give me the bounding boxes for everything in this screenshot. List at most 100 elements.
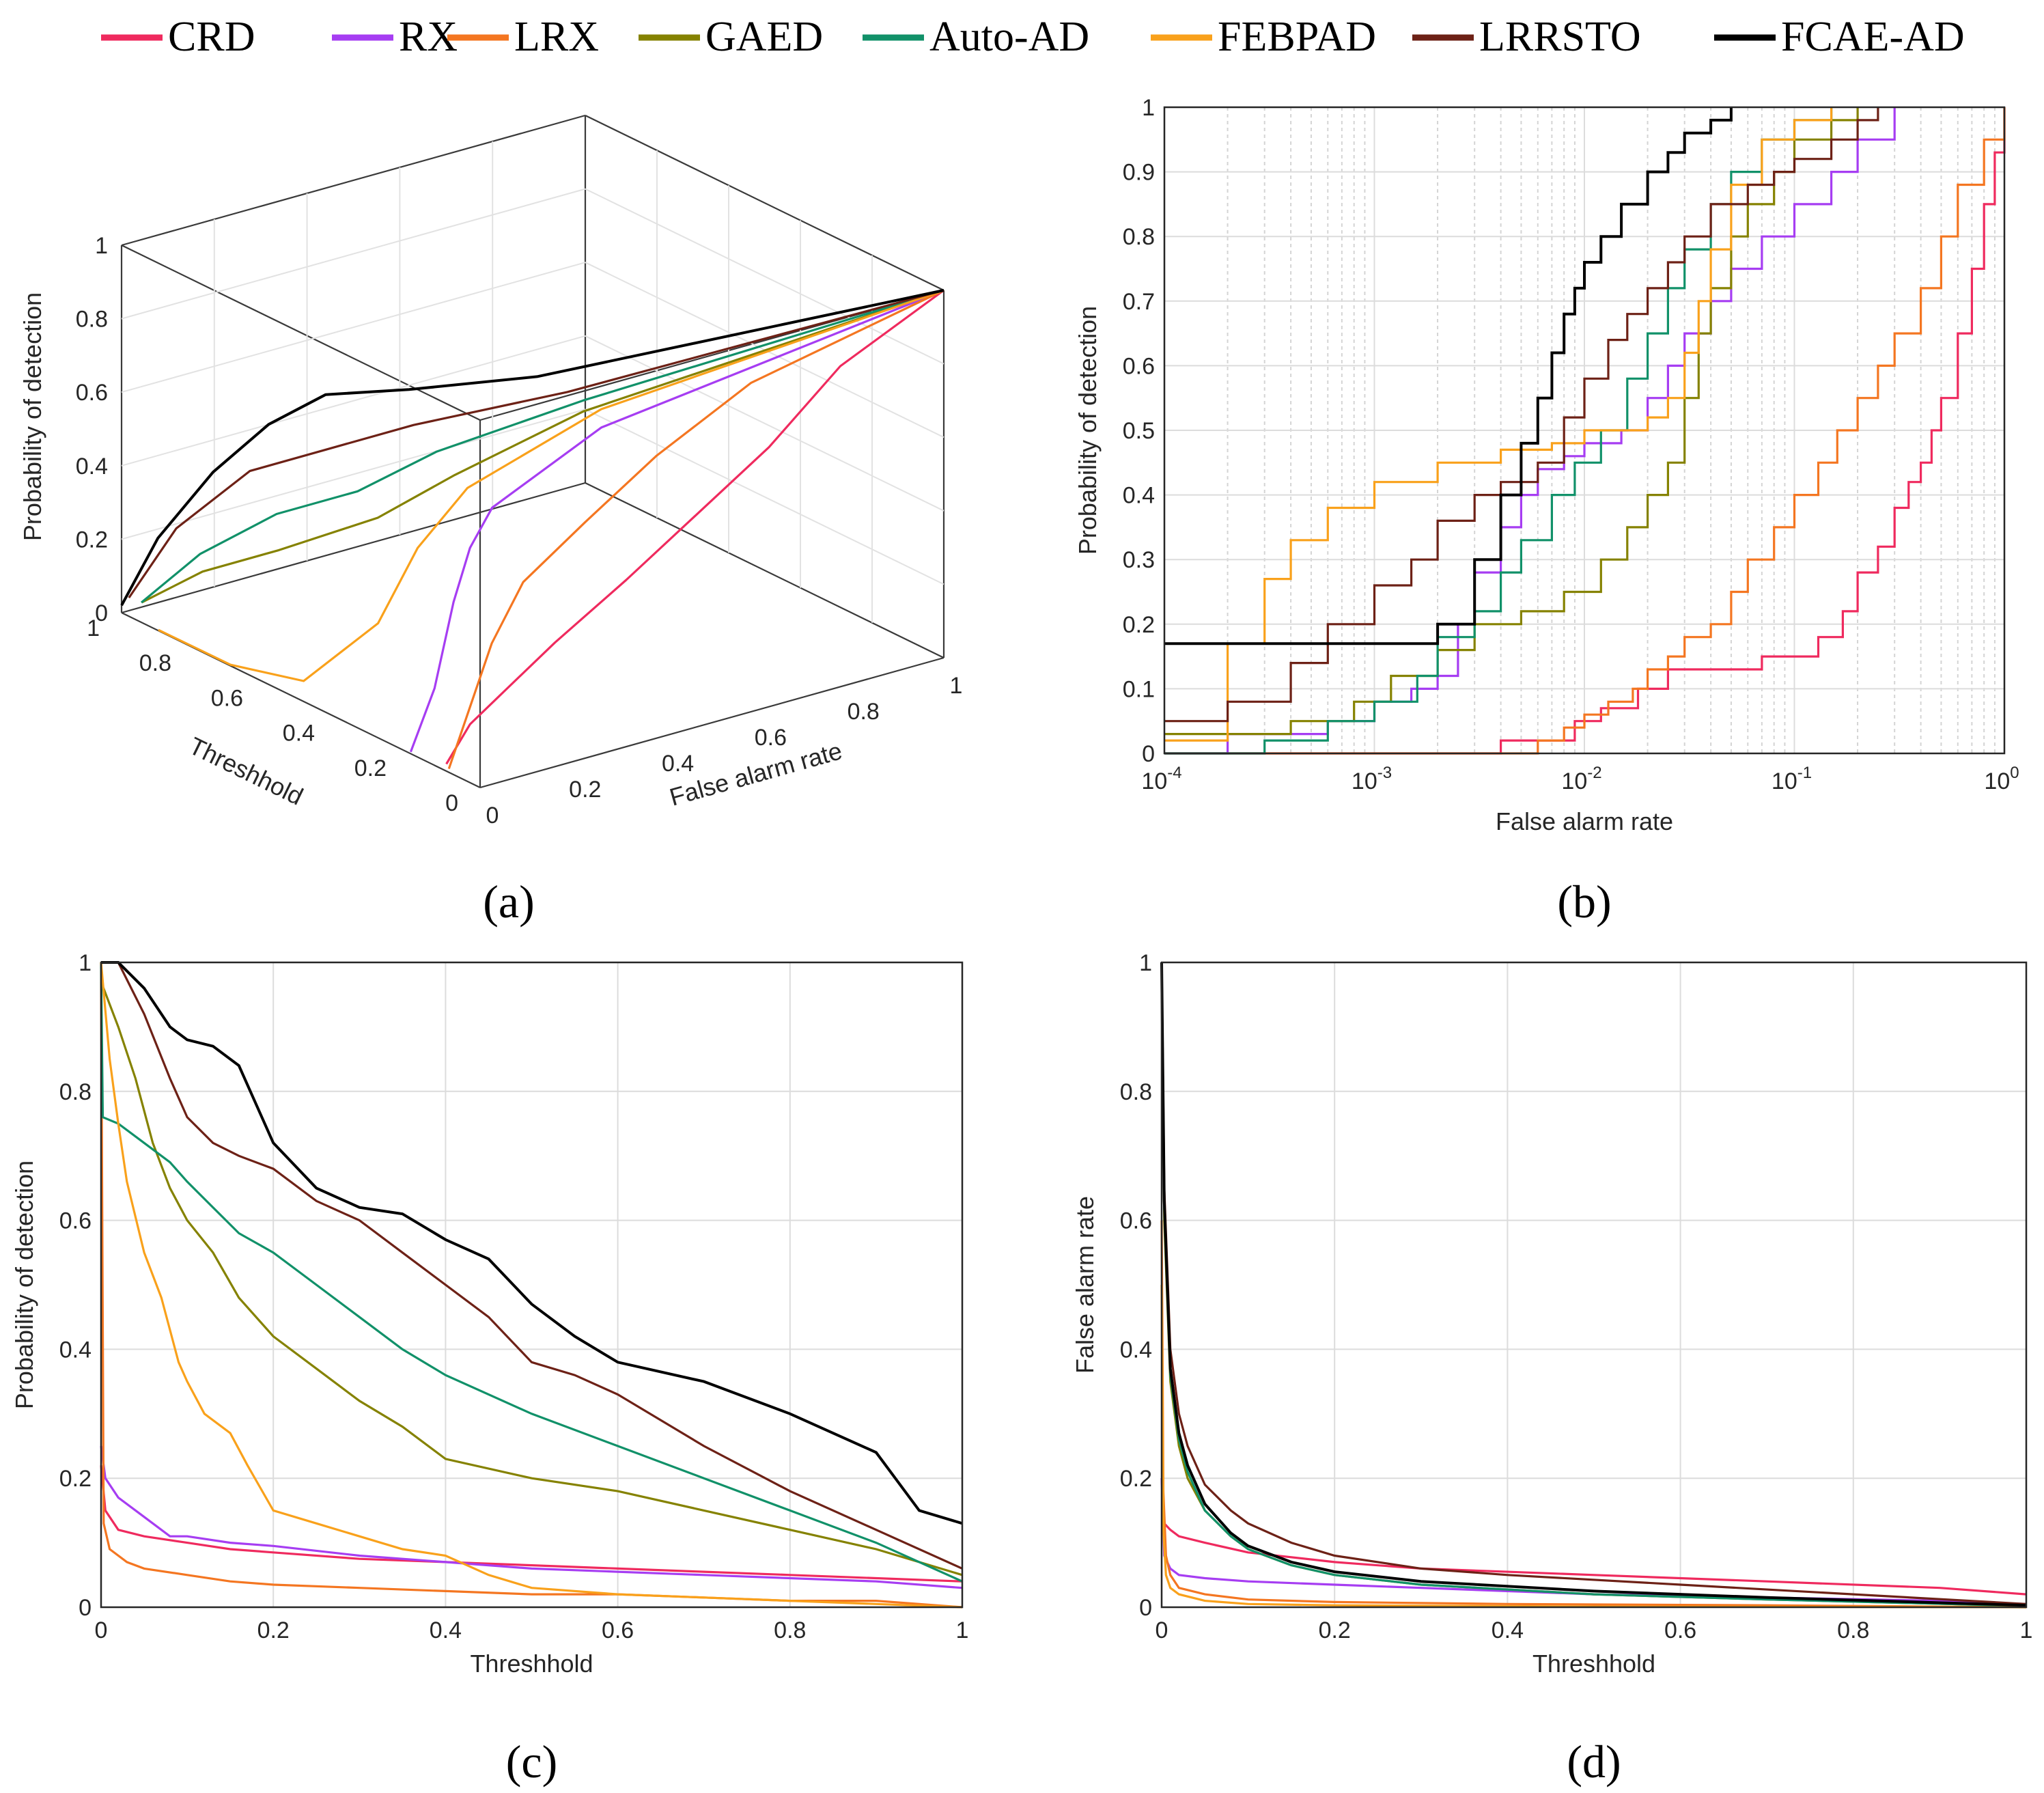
y-tick-label: 0.2 <box>354 755 387 781</box>
series-line-lrx <box>1160 1220 2027 1609</box>
y-tick-label: 1 <box>1142 95 1155 121</box>
panel-label: (d) <box>1567 1736 1621 1788</box>
x-tick-label: 0.8 <box>1837 1617 1869 1643</box>
z-tick-label: 0 <box>95 600 108 626</box>
legend-label-crd: CRD <box>168 14 255 60</box>
gridline <box>121 408 586 540</box>
y-tick-label: 0.4 <box>59 1337 92 1363</box>
legend-label-lrrsto: LRRSTO <box>1479 14 1641 60</box>
y-tick-label: 0.9 <box>1123 160 1155 186</box>
x-tick-label: 0.2 <box>569 777 601 803</box>
series-line-febpad <box>158 289 944 682</box>
panel-label: (a) <box>483 876 534 928</box>
series-line-crd <box>1160 1478 2027 1596</box>
y-tick-label: 0.4 <box>1120 1337 1152 1363</box>
legend-label-auto-ad: Auto-AD <box>929 14 1089 60</box>
series-line-rx <box>409 289 944 753</box>
x-tick-label: 1 <box>950 673 963 699</box>
y-tick-label: 1 <box>79 950 92 976</box>
panel-d: 0 0.2 0.4 0.6 0.8 1 0 0.2 0.4 0.6 0.8 1 Threshhold Fa… <box>1071 950 2032 1788</box>
x-axis-label: False alarm rate <box>1496 807 1673 835</box>
panel-label: (c) <box>506 1736 557 1788</box>
x-tick-label: 0 <box>486 803 499 829</box>
legend-label-lrx: LRX <box>514 14 599 60</box>
y-tick-label: 0.3 <box>1123 547 1155 573</box>
y-tick-label: 0.5 <box>1123 418 1155 444</box>
y-tick-label: 0.4 <box>283 721 315 747</box>
y-tick-label: 1 <box>1139 950 1152 976</box>
y-tick-label: 0 <box>1142 741 1155 767</box>
series-line-lrx <box>447 289 944 770</box>
panel-label: (b) <box>1557 876 1611 928</box>
x-tick-label: 0.6 <box>1664 1617 1696 1643</box>
axes-frame <box>1160 961 2028 1609</box>
series-line-auto-ad <box>140 289 944 604</box>
legend-label-gaed: GAED <box>705 14 823 60</box>
series-line-febpad <box>1164 107 1833 742</box>
y-tick-label: 0.6 <box>1123 353 1155 379</box>
x-tick-label: 0 <box>1156 1617 1168 1643</box>
x-tick-label: 1 <box>956 1617 969 1643</box>
y-tick-label: 0.8 <box>139 650 171 676</box>
series-line-lrrsto <box>1164 107 1879 723</box>
legend-label-fcae-ad: FCAE-AD <box>1781 14 1965 60</box>
box-edge <box>479 656 944 789</box>
series-line-lrx <box>1164 107 2006 755</box>
plot-area <box>1162 962 2026 1607</box>
series-line-gaed <box>100 981 963 1576</box>
series-group <box>1164 107 2006 755</box>
series-line-lrrsto <box>101 961 963 1570</box>
y-tick-label: 0.7 <box>1123 289 1155 315</box>
x-tick-label: 0.8 <box>774 1617 806 1643</box>
series-line-febpad <box>100 962 963 1609</box>
z-tick-label: 0.2 <box>76 527 108 553</box>
y-axis-label: False alarm rate <box>1071 1196 1099 1374</box>
series-group <box>1160 962 2027 1609</box>
gridline <box>585 408 944 585</box>
series-line-lrrsto <box>1160 962 2027 1605</box>
y-tick-label: 0.1 <box>1123 676 1155 702</box>
x-tick-label: 1 <box>2020 1617 2033 1643</box>
z-tick-label: 0.4 <box>76 454 108 479</box>
y-tick-label: 0.8 <box>1123 224 1155 250</box>
x-tick-label: 10-2 <box>1561 764 1601 794</box>
y-tick-label: 0 <box>445 790 458 816</box>
y-tick-label: 0.6 <box>1120 1208 1152 1234</box>
z-tick-label: 0.6 <box>76 380 108 406</box>
x-tick-label: 0.2 <box>257 1617 290 1643</box>
y-tick-label: 0.2 <box>59 1466 92 1492</box>
box-edge <box>585 115 944 291</box>
series-line-fcae-ad <box>1164 107 1733 645</box>
x-tick-label: 100 <box>1984 764 2019 794</box>
series-group <box>120 289 944 770</box>
x-tick-label: 10-1 <box>1772 764 1812 794</box>
x-tick-label: 0.6 <box>602 1617 634 1643</box>
z-axis-label: Probability of detection <box>18 292 46 541</box>
plot-area <box>101 962 962 1607</box>
z-tick-label: 0.8 <box>76 307 108 333</box>
gridline <box>121 188 586 320</box>
series-line-fcae-ad <box>101 961 963 1525</box>
y-tick-label: 0.6 <box>211 685 243 711</box>
y-axis-label: Probability of detection <box>10 1160 38 1409</box>
series-line-crd <box>100 1465 963 1583</box>
series-line-lrrsto <box>128 289 944 599</box>
gridline <box>121 335 586 467</box>
x-tick-label: 0.4 <box>1492 1617 1524 1643</box>
series-line-crd <box>445 289 944 765</box>
box-edge <box>121 114 586 247</box>
x-tick-label: 0.6 <box>755 725 787 751</box>
gridline <box>121 262 586 393</box>
box-edge <box>585 482 944 658</box>
x-tick-label: 0.8 <box>848 699 880 725</box>
legend-label-febpad: FEBPAD <box>1218 14 1376 60</box>
box-edge <box>121 245 481 421</box>
x-tick-label: 0.4 <box>662 751 694 777</box>
y-tick-label: 0.6 <box>59 1208 92 1234</box>
series-group <box>100 961 963 1609</box>
x-tick-label: 10-3 <box>1352 764 1392 794</box>
series-line-gaed <box>141 289 944 604</box>
axes-frame <box>1163 106 2006 755</box>
series-line-crd <box>1164 107 2006 755</box>
